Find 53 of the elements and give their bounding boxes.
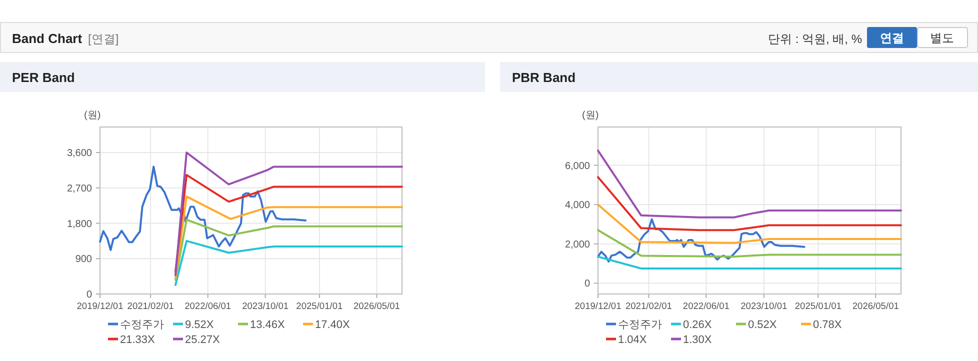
line-series [174, 196, 403, 280]
legend-label: 1.30X [683, 334, 712, 346]
x-tick-label: 2023/10/01 [740, 301, 788, 311]
x-tick-label: 2021/02/01 [127, 301, 174, 311]
x-tick-label: 2022/06/01 [682, 301, 730, 311]
y-tick-label: 2,700 [66, 183, 92, 194]
legend-label: 9.52X [185, 319, 214, 331]
line-series [597, 150, 902, 218]
y-axis-title: (원) [84, 110, 101, 121]
text: 단위 : 억원, 배, % [768, 32, 862, 46]
line-series [597, 204, 902, 244]
line-series [597, 176, 902, 232]
legend-label: 1.04X [618, 334, 648, 346]
y-tick-label: 2,000 [564, 239, 590, 250]
line-series [174, 152, 403, 276]
y-axis-title: (원) [582, 110, 599, 121]
line-series [597, 218, 806, 263]
text: Band Chart [12, 31, 83, 46]
x-tick-label: 2023/10/01 [242, 301, 289, 311]
line-series [174, 174, 403, 273]
text: 연결 [880, 31, 904, 45]
y-tick-label: 0 [86, 290, 92, 300]
chart-title: PBR Band [512, 70, 576, 85]
y-tick-label: 900 [75, 254, 92, 266]
x-tick-label: 2026/05/01 [852, 301, 899, 311]
x-tick-label: 2026/05/01 [353, 301, 400, 311]
x-tick-label: 2019/12/01 [574, 301, 622, 311]
x-tick-label: 2019/12/01 [76, 301, 124, 311]
legend-label: 0.26X [683, 319, 712, 331]
chart-title: PER Band [12, 70, 75, 85]
y-tick-label: 0 [584, 278, 590, 290]
line-series [597, 229, 902, 258]
legend-label: 0.78X [813, 319, 842, 331]
line-series [174, 240, 403, 286]
legend-label: 21.33X [120, 334, 156, 346]
legend-label: 13.46X [250, 319, 286, 331]
x-tick-label: 2021/02/01 [625, 301, 672, 311]
x-tick-label: 2022/06/01 [184, 301, 232, 311]
legend-label: 17.40X [315, 319, 351, 331]
y-tick-label: 6,000 [564, 160, 590, 172]
y-tick-label: 1,800 [66, 218, 92, 230]
x-tick-label: 2025/01/01 [794, 301, 842, 311]
x-tick-label: 2025/01/01 [296, 301, 343, 311]
legend-label: 수정주가 [120, 319, 164, 331]
line-series [99, 166, 307, 251]
y-tick-label: 4,000 [564, 200, 590, 212]
legend-label: 수정주가 [618, 319, 662, 331]
text: [연결] [88, 32, 119, 46]
legend-label: 0.52X [748, 319, 778, 331]
line-series [174, 218, 403, 281]
y-tick-label: 3,600 [66, 148, 92, 160]
text: 별도 [930, 31, 954, 45]
legend-label: 25.27X [185, 334, 221, 346]
